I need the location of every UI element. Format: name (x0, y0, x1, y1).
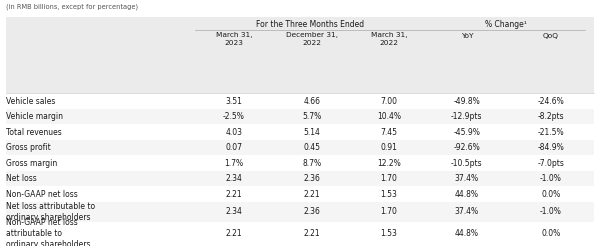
Text: March 31,: March 31, (371, 32, 407, 38)
Text: Gross margin: Gross margin (6, 159, 57, 168)
Text: 2.21: 2.21 (304, 229, 320, 238)
Text: 0.0%: 0.0% (541, 190, 560, 199)
Text: 8.7%: 8.7% (302, 159, 322, 168)
Text: 2.36: 2.36 (304, 207, 320, 216)
Text: 4.66: 4.66 (304, 97, 320, 106)
Text: 12.2%: 12.2% (377, 159, 401, 168)
Text: -84.9%: -84.9% (538, 143, 564, 152)
Text: Vehicle sales: Vehicle sales (6, 97, 55, 106)
Text: 2.21: 2.21 (304, 190, 320, 199)
Text: 0.0%: 0.0% (541, 229, 560, 238)
Text: -12.9pts: -12.9pts (451, 112, 482, 121)
Bar (6, 202, 594, 222)
Text: Net loss: Net loss (6, 174, 37, 183)
Bar (6, 17, 594, 93)
Text: 44.8%: 44.8% (455, 229, 479, 238)
Text: 1.70: 1.70 (380, 174, 397, 183)
Text: 4.03: 4.03 (226, 128, 242, 137)
Text: Net loss attributable to
ordinary shareholders: Net loss attributable to ordinary shareh… (6, 202, 95, 222)
Text: 37.4%: 37.4% (455, 174, 479, 183)
Text: 2022: 2022 (379, 40, 398, 46)
Text: 3.51: 3.51 (226, 97, 242, 106)
Text: Non-GAAP net loss
attributable to
ordinary shareholders: Non-GAAP net loss attributable to ordina… (6, 218, 91, 246)
Text: 44.8%: 44.8% (455, 190, 479, 199)
Text: -21.5%: -21.5% (538, 128, 564, 137)
Text: QoQ: QoQ (543, 33, 559, 39)
Text: 2023: 2023 (224, 40, 244, 46)
Text: YoY: YoY (461, 33, 473, 39)
Text: -49.8%: -49.8% (454, 97, 480, 106)
Text: -92.6%: -92.6% (454, 143, 480, 152)
Text: 5.7%: 5.7% (302, 112, 322, 121)
Bar (6, 109, 594, 124)
Text: 7.45: 7.45 (380, 128, 397, 137)
Text: (in RMB billions, except for percentage): (in RMB billions, except for percentage) (6, 4, 138, 10)
Text: 1.7%: 1.7% (224, 159, 244, 168)
Text: 1.53: 1.53 (380, 190, 397, 199)
Text: -7.0pts: -7.0pts (538, 159, 564, 168)
Text: 0.07: 0.07 (226, 143, 242, 152)
Text: -10.5pts: -10.5pts (451, 159, 482, 168)
Text: For the Three Months Ended: For the Three Months Ended (256, 20, 365, 29)
Text: % Change¹: % Change¹ (485, 20, 526, 29)
Bar (6, 140, 594, 155)
Text: Total revenues: Total revenues (6, 128, 62, 137)
Text: 7.00: 7.00 (380, 97, 397, 106)
Text: -1.0%: -1.0% (540, 207, 562, 216)
Text: -2.5%: -2.5% (223, 112, 245, 121)
Text: -45.9%: -45.9% (454, 128, 480, 137)
Text: 0.91: 0.91 (380, 143, 397, 152)
Text: 10.4%: 10.4% (377, 112, 401, 121)
Text: 1.70: 1.70 (380, 207, 397, 216)
Text: 2.34: 2.34 (226, 174, 242, 183)
Text: December 31,: December 31, (286, 32, 338, 38)
Text: 2.36: 2.36 (304, 174, 320, 183)
Bar (6, 171, 594, 186)
Text: 2.34: 2.34 (226, 207, 242, 216)
Text: March 31,: March 31, (216, 32, 252, 38)
Text: Non-GAAP net loss: Non-GAAP net loss (6, 190, 78, 199)
Text: 37.4%: 37.4% (455, 207, 479, 216)
Text: Gross profit: Gross profit (6, 143, 51, 152)
Text: 1.53: 1.53 (380, 229, 397, 238)
Text: -8.2pts: -8.2pts (538, 112, 564, 121)
Text: 5.14: 5.14 (304, 128, 320, 137)
Text: 2.21: 2.21 (226, 229, 242, 238)
Text: -1.0%: -1.0% (540, 174, 562, 183)
Text: 0.45: 0.45 (304, 143, 320, 152)
Text: 2.21: 2.21 (226, 190, 242, 199)
Text: -24.6%: -24.6% (538, 97, 564, 106)
Text: Vehicle margin: Vehicle margin (6, 112, 63, 121)
Text: 2022: 2022 (302, 40, 322, 46)
